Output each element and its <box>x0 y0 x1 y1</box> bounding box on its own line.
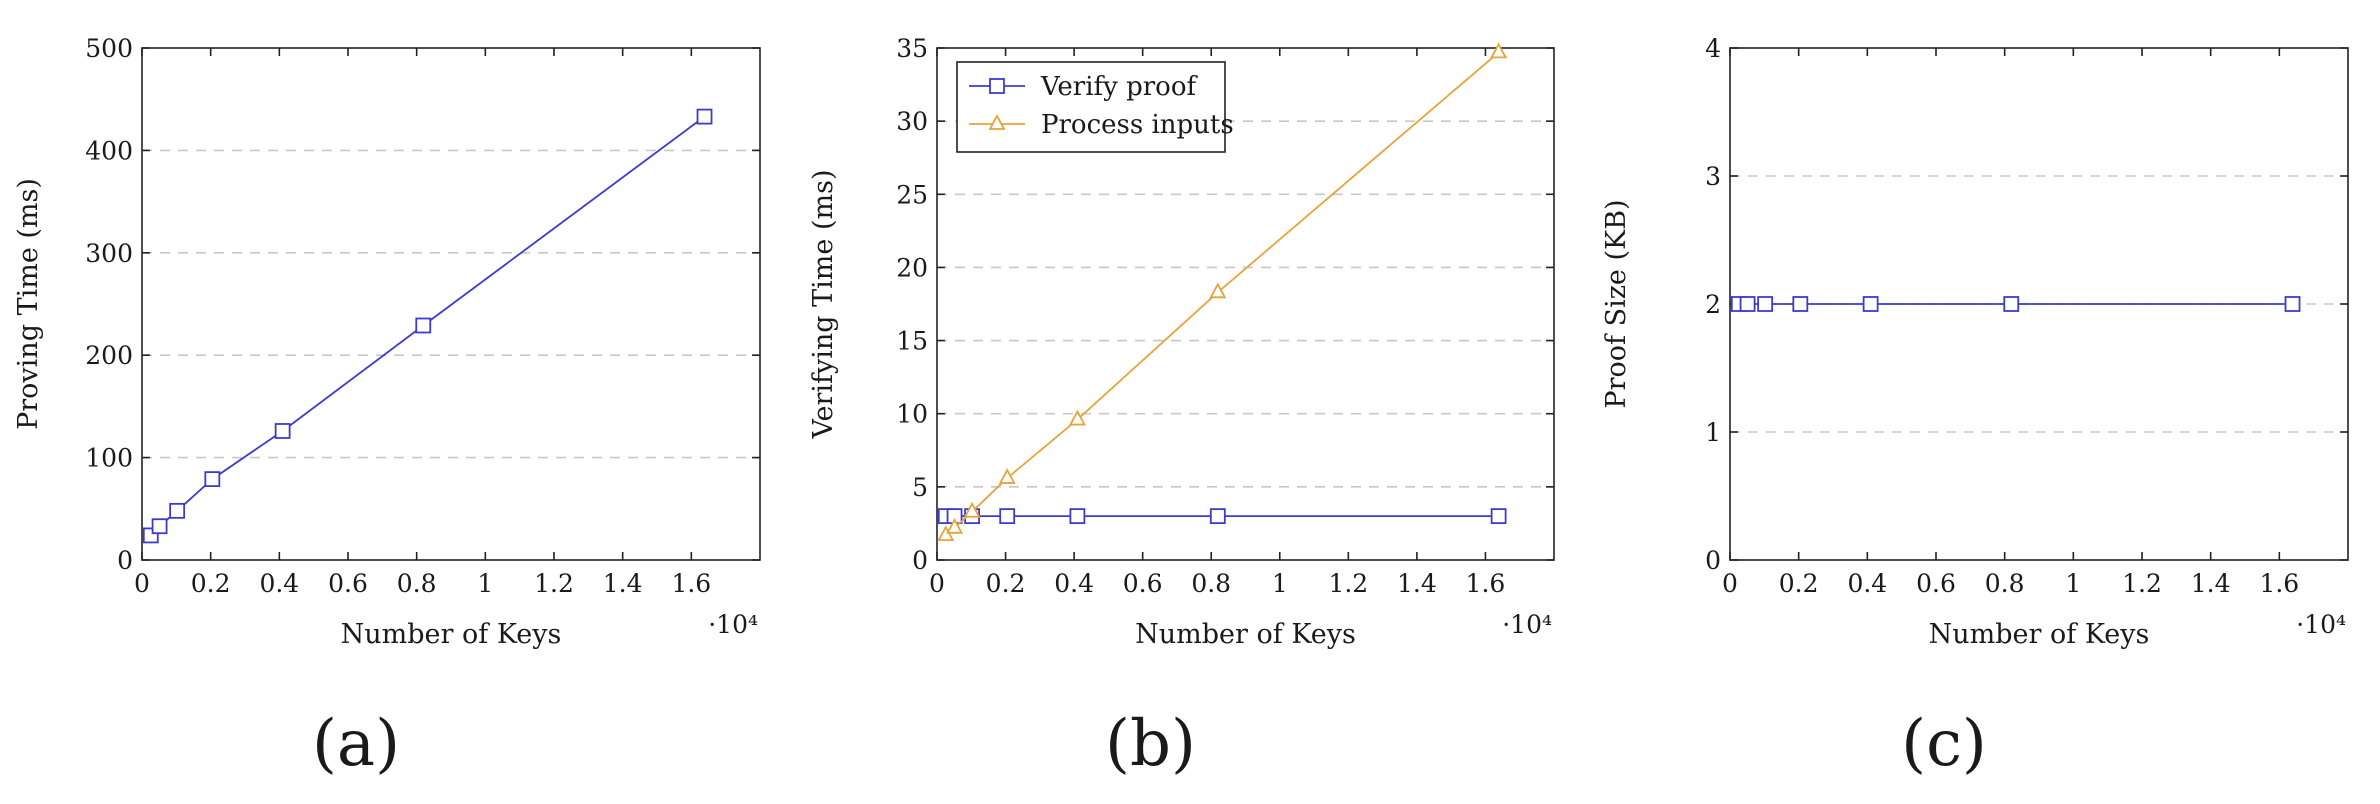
x-scale-note: ·10⁴ <box>708 610 758 639</box>
y-axis-label: Proof Size (KB) <box>1601 199 1632 408</box>
data-point-square <box>204 471 221 488</box>
x-tick-label: 1 <box>1272 569 1288 598</box>
x-tick-label: 1.2 <box>2122 569 2162 598</box>
legend-label: Verify proof <box>1040 72 1198 102</box>
x-tick-label: 1.4 <box>603 569 643 598</box>
data-point-square <box>274 423 291 439</box>
y-tick-label: 15 <box>896 327 928 356</box>
y-tick-label: 400 <box>85 136 133 165</box>
x-tick-label: 0.4 <box>1054 569 1094 598</box>
x-tick-label: 0.6 <box>328 569 368 598</box>
y-axis-label: Proving Time (ms) <box>13 178 44 430</box>
data-point-square <box>2284 296 2301 312</box>
y-tick-label: 1 <box>1705 418 1721 447</box>
x-tick-label: 0.6 <box>1916 569 1956 598</box>
x-axis-label: Number of Keys <box>1929 619 2150 650</box>
x-tick-label: 1.6 <box>2259 569 2299 598</box>
x-tick-label: 1.4 <box>2191 569 2231 598</box>
y-tick-label: 2 <box>1705 290 1721 319</box>
x-tick-label: 0.4 <box>1847 569 1887 598</box>
data-point-square <box>1792 296 1809 312</box>
y-tick-label: 20 <box>896 253 928 282</box>
y-tick-label: 0 <box>117 546 133 575</box>
plot-frame <box>141 47 761 561</box>
data-point-square <box>151 518 168 535</box>
y-tick-label: 5 <box>912 473 928 502</box>
data-point-square <box>999 508 1016 525</box>
data-point-triangle <box>1209 282 1227 299</box>
y-tick-label: 200 <box>85 341 133 370</box>
x-tick-label: 0.8 <box>1191 569 1231 598</box>
x-axis-label: Number of Keys <box>341 619 562 650</box>
y-tick-label: 300 <box>85 239 133 268</box>
data-point-square <box>1209 508 1226 525</box>
x-tick-label: 1 <box>477 569 493 598</box>
data-point-square <box>1490 508 1507 525</box>
y-tick-label: 3 <box>1705 162 1721 191</box>
x-tick-label: 0.8 <box>397 569 437 598</box>
legend: Verify proof Process inputs <box>956 61 1234 153</box>
y-tick-label: 100 <box>85 444 133 473</box>
legend-marker-triangle <box>988 114 1006 130</box>
x-tick-label: 1 <box>2065 569 2081 598</box>
x-tick-label: 0.2 <box>1779 569 1819 598</box>
panel-caption: (c) <box>1901 707 1987 781</box>
data-point-square <box>1862 296 1879 312</box>
data-point-square <box>1069 508 1086 525</box>
x-scale-note: ·10⁴ <box>1502 610 1552 639</box>
x-axis-label: Number of Keys <box>1135 619 1356 650</box>
data-point-triangle <box>946 517 964 534</box>
x-tick-label: 0 <box>1722 569 1738 598</box>
data-point-square <box>169 502 186 519</box>
x-tick-label: 1.6 <box>1466 569 1506 598</box>
x-tick-label: 0.2 <box>191 569 231 598</box>
legend-marker-square <box>989 78 1005 94</box>
y-tick-label: 0 <box>912 546 928 575</box>
x-tick-label: 1.2 <box>534 569 574 598</box>
legend-box <box>956 61 1226 153</box>
x-tick-label: 1.6 <box>671 569 711 598</box>
legend-label: Process inputs <box>1041 110 1234 140</box>
data-point-triangle <box>1068 409 1086 426</box>
x-tick-label: 0 <box>929 569 945 598</box>
data-point-triangle <box>998 468 1016 484</box>
x-tick-label: 0.6 <box>1123 569 1163 598</box>
data-point-square <box>696 108 713 125</box>
data-point-square <box>415 317 432 334</box>
data-point-square <box>1739 296 1756 312</box>
y-axis-label: Verifying Time (ms) <box>808 169 839 439</box>
y-tick-label: 30 <box>896 107 928 136</box>
y-tick-label: 4 <box>1705 34 1721 63</box>
plot-frame <box>936 47 1555 561</box>
x-tick-label: 0.4 <box>259 569 299 598</box>
x-tick-label: 0.8 <box>1985 569 2025 598</box>
x-tick-label: 1.4 <box>1397 569 1437 598</box>
y-tick-label: 35 <box>896 34 928 63</box>
y-tick-label: 10 <box>896 400 928 429</box>
data-point-triangle <box>1490 42 1508 59</box>
data-point-square <box>1757 296 1774 312</box>
chart-panel-b: 0 5 10 15 20 25 30 35 0 0.2 0.4 0.6 0.8 1 1.2 1.4 1.6 ·10… <box>808 34 1555 781</box>
x-tick-label: 1.2 <box>1328 569 1368 598</box>
y-tick-label: 0 <box>1705 546 1721 575</box>
x-scale-note: ·10⁴ <box>2296 610 2346 639</box>
y-tick-label: 25 <box>896 180 928 209</box>
panel-caption: (a) <box>312 707 400 781</box>
y-tick-label: 500 <box>85 34 133 63</box>
chart-panel-a: 0 100 200 300 400 500 0 0.2 0.4 0.6 0.8 1 1.2 1.4 1.6 ·… <box>13 34 761 781</box>
x-tick-label: 0 <box>134 569 150 598</box>
x-tick-label: 0.2 <box>986 569 1026 598</box>
data-point-triangle <box>963 501 981 518</box>
chart-panel-c: 0 1 2 3 4 0 0.2 0.4 0.6 0.8 1 1.2 1.4 1.6 ·10⁴ Number o… <box>1601 34 2349 781</box>
panel-caption: (b) <box>1105 707 1196 781</box>
data-point-square <box>2003 296 2020 312</box>
